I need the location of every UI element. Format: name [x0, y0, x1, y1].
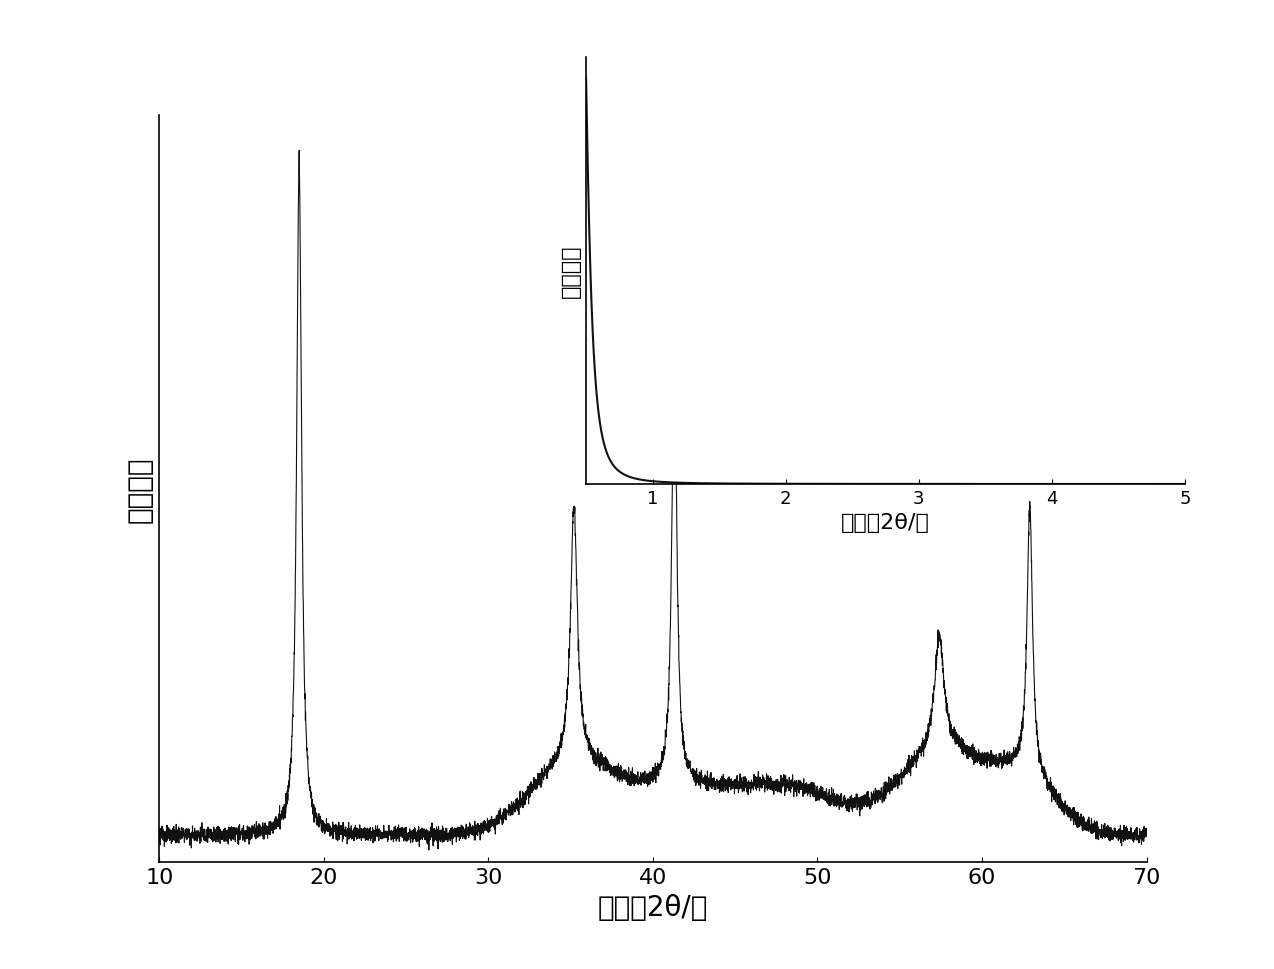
- X-axis label: 衍射覒2θ/度: 衍射覒2θ/度: [841, 513, 930, 533]
- X-axis label: 衍射覒2θ/度: 衍射覒2θ/度: [598, 892, 708, 921]
- Y-axis label: 衍射强度: 衍射强度: [126, 456, 154, 522]
- Y-axis label: 衍射强度: 衍射强度: [561, 244, 581, 298]
